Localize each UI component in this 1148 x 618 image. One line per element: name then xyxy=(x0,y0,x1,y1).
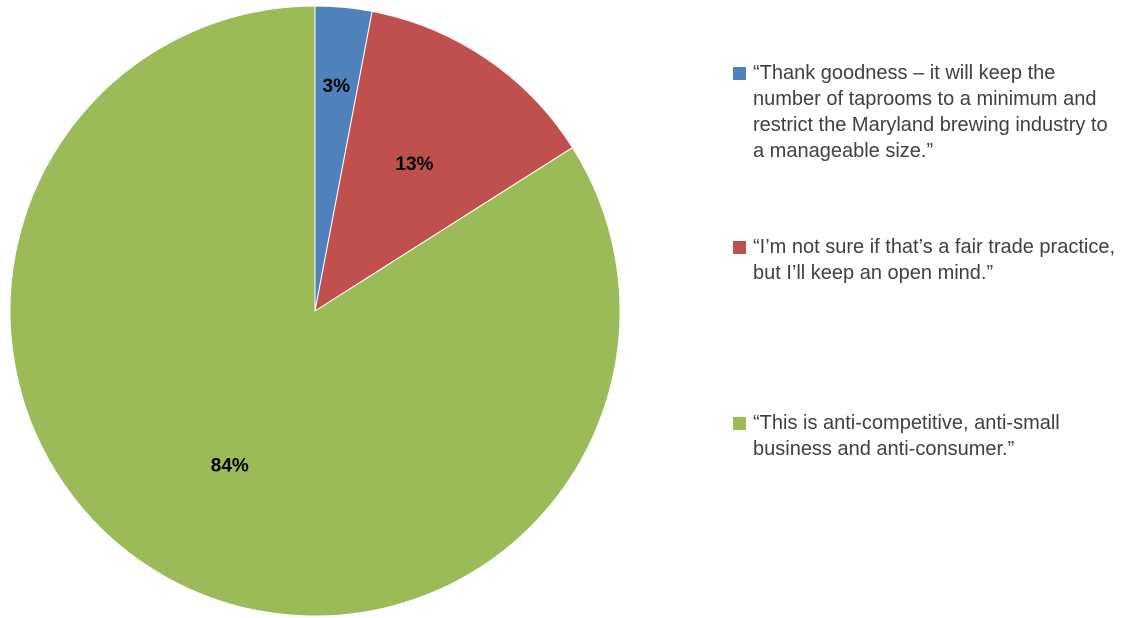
legend: “Thank goodness – it will keep the numbe… xyxy=(733,0,1148,618)
data-label-anti-competitive: 84% xyxy=(211,456,249,477)
legend-swatch-not-sure xyxy=(733,241,746,254)
legend-item-thank-goodness: “Thank goodness – it will keep the numbe… xyxy=(733,60,1145,164)
legend-item-anti-competitive: “This is anti-competitive, anti-small bu… xyxy=(733,410,1145,462)
legend-label-thank-goodness: “Thank goodness – it will keep the numbe… xyxy=(753,62,1108,162)
data-label-not-sure: 13% xyxy=(395,154,433,175)
legend-label-anti-competitive: “This is anti-competitive, anti-small bu… xyxy=(753,412,1060,460)
legend-label-not-sure: “I’m not sure if that’s a fair trade pra… xyxy=(753,236,1116,284)
legend-swatch-anti-competitive xyxy=(733,417,746,430)
pie-slice-not-sure xyxy=(314,10,574,313)
data-label-thank-goodness: 3% xyxy=(323,76,351,97)
legend-item-not-sure: “I’m not sure if that’s a fair trade pra… xyxy=(733,234,1145,286)
pie-slice-anti-competitive xyxy=(9,5,621,617)
legend-swatch-thank-goodness xyxy=(733,67,746,80)
